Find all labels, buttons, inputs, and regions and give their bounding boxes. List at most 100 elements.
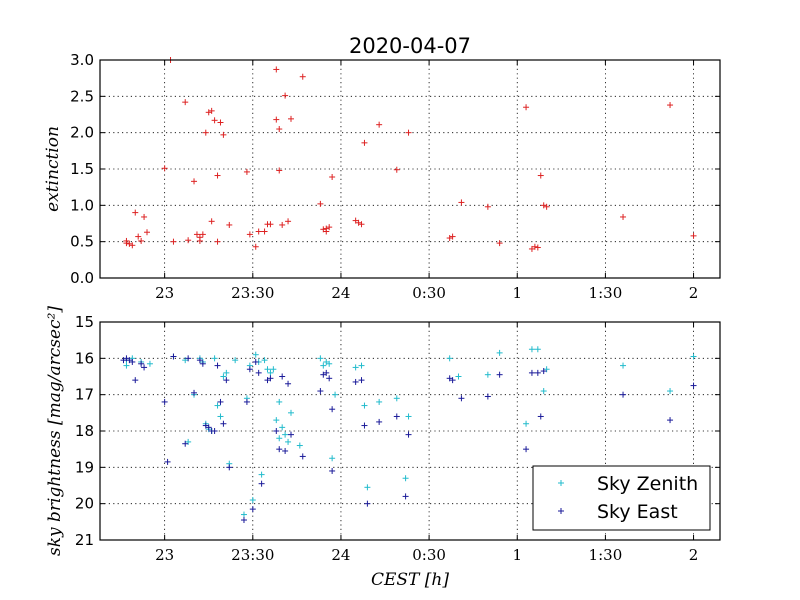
sky-brightness-x-tick-label: 0:30	[412, 546, 446, 564]
extinction-y-tick-label: 1.5	[70, 160, 94, 178]
extinction-point	[405, 129, 412, 136]
extinction-point	[126, 240, 133, 247]
sky-brightness-y-tick-label: 16	[75, 349, 94, 367]
extinction-point	[287, 115, 294, 122]
sky-brightness-y-axis-label: sky brightness [mag/arcsec²]	[45, 306, 65, 556]
sky-east-point	[285, 380, 292, 387]
extinction-point	[141, 213, 148, 220]
extinction-point	[144, 229, 151, 236]
extinction-point	[620, 213, 627, 220]
sky-zenith-point	[317, 355, 324, 362]
extinction-point	[690, 232, 697, 239]
sky-east-point	[267, 375, 274, 382]
extinction-point	[326, 224, 333, 231]
sky-zenith-point	[352, 364, 359, 371]
extinction-y-tick-label: 0.0	[70, 269, 94, 287]
extinction-point	[138, 237, 145, 244]
sky-brightness-x-tick-label: 1:30	[589, 546, 623, 564]
extinction-point	[393, 166, 400, 173]
sky-zenith-point	[376, 398, 383, 405]
sky-east-point	[138, 360, 145, 367]
extinction-point	[182, 99, 189, 106]
sky-east-point	[287, 431, 294, 438]
extinction-point	[273, 66, 280, 73]
legend-items: Sky Zenith Sky East	[558, 473, 698, 523]
sky-east-point	[484, 393, 491, 400]
sky-zenith-point	[484, 371, 491, 378]
extinction-grid	[100, 59, 720, 279]
sky-zenith-point	[332, 391, 339, 398]
sky-east-point	[393, 413, 400, 420]
sky-east-point	[528, 369, 535, 376]
extinction-point	[523, 104, 530, 111]
sky-east-point	[185, 355, 192, 362]
extinction-point	[376, 121, 383, 128]
extinction-point	[531, 243, 538, 250]
extinction-point	[534, 244, 541, 251]
extinction-point	[355, 219, 362, 226]
sky-east-point	[205, 424, 212, 431]
sky-east-point	[258, 480, 265, 487]
sky-zenith-point	[279, 424, 286, 431]
sky-east-point	[458, 395, 465, 402]
sky-east-point	[534, 369, 541, 376]
extinction-point	[252, 243, 259, 250]
extinction-y-axis-label: extinction	[43, 126, 63, 212]
sky-east-point	[376, 418, 383, 425]
sky-east-point	[326, 375, 333, 382]
extinction-point	[317, 200, 324, 207]
sky-east-point	[170, 353, 177, 360]
legend-entry-sky-east: Sky East	[558, 501, 678, 523]
sky-east-point	[246, 366, 253, 373]
legend-entry-sky-zenith: Sky Zenith	[558, 473, 698, 495]
sky-brightness-points	[120, 346, 697, 524]
sky-zenith-point	[146, 360, 153, 367]
sky-brightness-x-tick-label: 24	[331, 546, 350, 564]
sky-east-point	[276, 446, 283, 453]
sky-east-point	[129, 358, 136, 365]
extinction-point	[285, 218, 292, 225]
sky-zenith-point	[534, 346, 541, 353]
extinction-point	[667, 102, 674, 109]
sky-brightness-y-tick-label: 19	[75, 458, 94, 476]
sky-zenith-point	[276, 435, 283, 442]
sky-zenith-point	[320, 362, 327, 369]
sky-east-point	[523, 446, 530, 453]
sky-zenith-point	[217, 413, 224, 420]
sky-brightness-panel: 23 23:30 24 0:30 1 1:30 2 15 16 17 18 19 20 21 sky br…	[45, 306, 721, 590]
extinction-point	[261, 228, 268, 235]
extinction-point	[267, 221, 274, 228]
extinction-y-tick-label: 2.0	[70, 124, 94, 142]
sky-zenith-point	[240, 511, 247, 518]
sky-zenith-point	[358, 362, 365, 369]
sky-east-point	[199, 360, 206, 367]
sky-zenith-point	[405, 413, 412, 420]
sky-east-point	[211, 428, 218, 434]
extinction-point	[243, 168, 250, 175]
extinction-point	[276, 126, 283, 133]
extinction-point	[273, 116, 280, 123]
sky-zenith-point	[267, 369, 274, 376]
sky-brightness-y-tick-label: 15	[75, 313, 94, 331]
extinction-point	[496, 240, 503, 247]
sky-zenith-point	[220, 373, 227, 380]
sky-east-point	[240, 517, 247, 524]
extinction-point	[246, 231, 253, 238]
extinction-y-tick-label: 1.0	[70, 196, 94, 214]
extinction-point	[279, 221, 286, 228]
sky-east-point	[358, 377, 365, 384]
sky-brightness-y-tick-label: 18	[75, 422, 94, 440]
sky-brightness-plot-frame	[99, 321, 721, 541]
sky-east-point	[273, 428, 280, 434]
sky-zenith-point	[361, 402, 368, 409]
sky-east-point	[402, 493, 409, 500]
sky-brightness-x-tick-label: 23	[155, 546, 174, 564]
sky-zenith-point	[326, 360, 333, 367]
sky-brightness-x-tick-label: 23:30	[231, 546, 274, 564]
extinction-point	[276, 167, 283, 174]
sky-zenith-point	[402, 475, 409, 482]
sky-zenith-point	[523, 420, 530, 427]
extinction-point	[129, 242, 136, 249]
sky-brightness-y-tick-label: 17	[75, 386, 94, 404]
sky-east-point	[279, 373, 286, 380]
